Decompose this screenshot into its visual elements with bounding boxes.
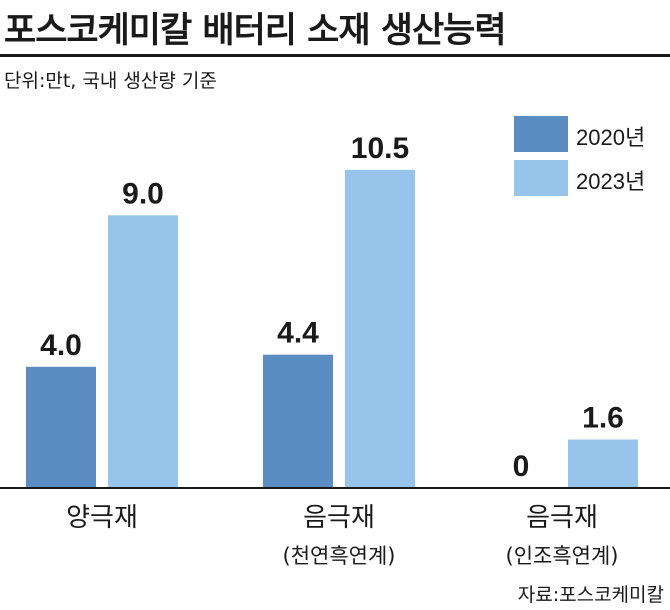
legend-label-2023: 2023년	[576, 169, 646, 194]
data-label: 0	[513, 450, 530, 483]
bar	[263, 354, 333, 488]
bar	[345, 169, 415, 488]
source-note: 자료:포스코케미칼	[517, 584, 664, 606]
unit-note: 단위:만t, 국내 생산량 기준	[4, 70, 217, 92]
legend-swatch-2023	[514, 160, 568, 196]
legend-label-2020: 2020년	[576, 125, 646, 150]
bar	[568, 439, 638, 488]
category-label: 양극재	[66, 503, 138, 533]
bar	[108, 215, 178, 489]
category-label: 음극재	[526, 503, 598, 533]
data-label: 1.6	[582, 402, 624, 435]
data-label: 4.4	[277, 317, 319, 350]
category-sublabel: (인조흑연계)	[506, 544, 619, 568]
bar	[26, 366, 96, 488]
data-label: 4.0	[40, 329, 82, 362]
chart-title: 포스코케미칼 배터리 소재 생산능력	[4, 11, 507, 51]
category-label: 음극재	[303, 503, 375, 533]
data-label: 10.5	[351, 132, 409, 165]
legend-swatch-2020	[514, 116, 568, 152]
title-divider	[0, 54, 670, 57]
data-label: 9.0	[122, 177, 164, 210]
category-sublabel: (천연흑연계)	[283, 544, 396, 568]
